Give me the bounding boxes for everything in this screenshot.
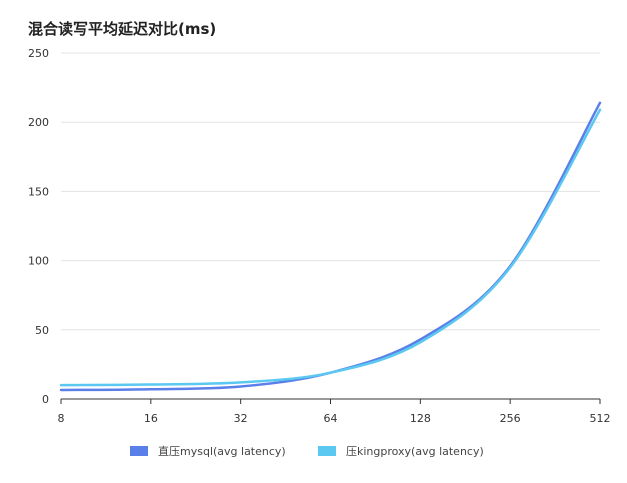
series-lines <box>59 101 602 392</box>
legend-label: 直压mysql(avg latency) <box>158 444 286 458</box>
y-tick-label: 50 <box>35 324 49 337</box>
legend: 直压mysql(avg latency) 压kingproxy(avg laten… <box>130 444 484 458</box>
series-line-1 <box>59 101 602 392</box>
axes: 0 50 100 150 200 250 8 16 32 64 128 256 512 <box>28 47 611 425</box>
x-tick-label: 8 <box>58 412 65 425</box>
x-tick-label: 256 <box>500 412 521 425</box>
y-tick-label: 150 <box>28 185 49 198</box>
y-tick-label: 200 <box>28 116 49 129</box>
legend-swatch <box>130 446 148 456</box>
y-tick-label: 0 <box>42 393 49 406</box>
x-tick-label: 32 <box>234 412 248 425</box>
y-tick-label: 250 <box>28 47 49 60</box>
legend-label: 压kingproxy(avg latency) <box>346 445 484 458</box>
x-tick-label: 16 <box>144 412 158 425</box>
y-tick-label: 100 <box>28 255 49 268</box>
x-tick-label: 512 <box>590 412 611 425</box>
series-line-2 <box>59 108 602 387</box>
legend-swatch <box>318 446 336 456</box>
chart-title: 混合读写平均延迟对比(ms) <box>28 20 217 38</box>
x-tick-label: 128 <box>410 412 431 425</box>
x-tick-label: 64 <box>324 412 338 425</box>
grid-lines <box>61 52 600 331</box>
